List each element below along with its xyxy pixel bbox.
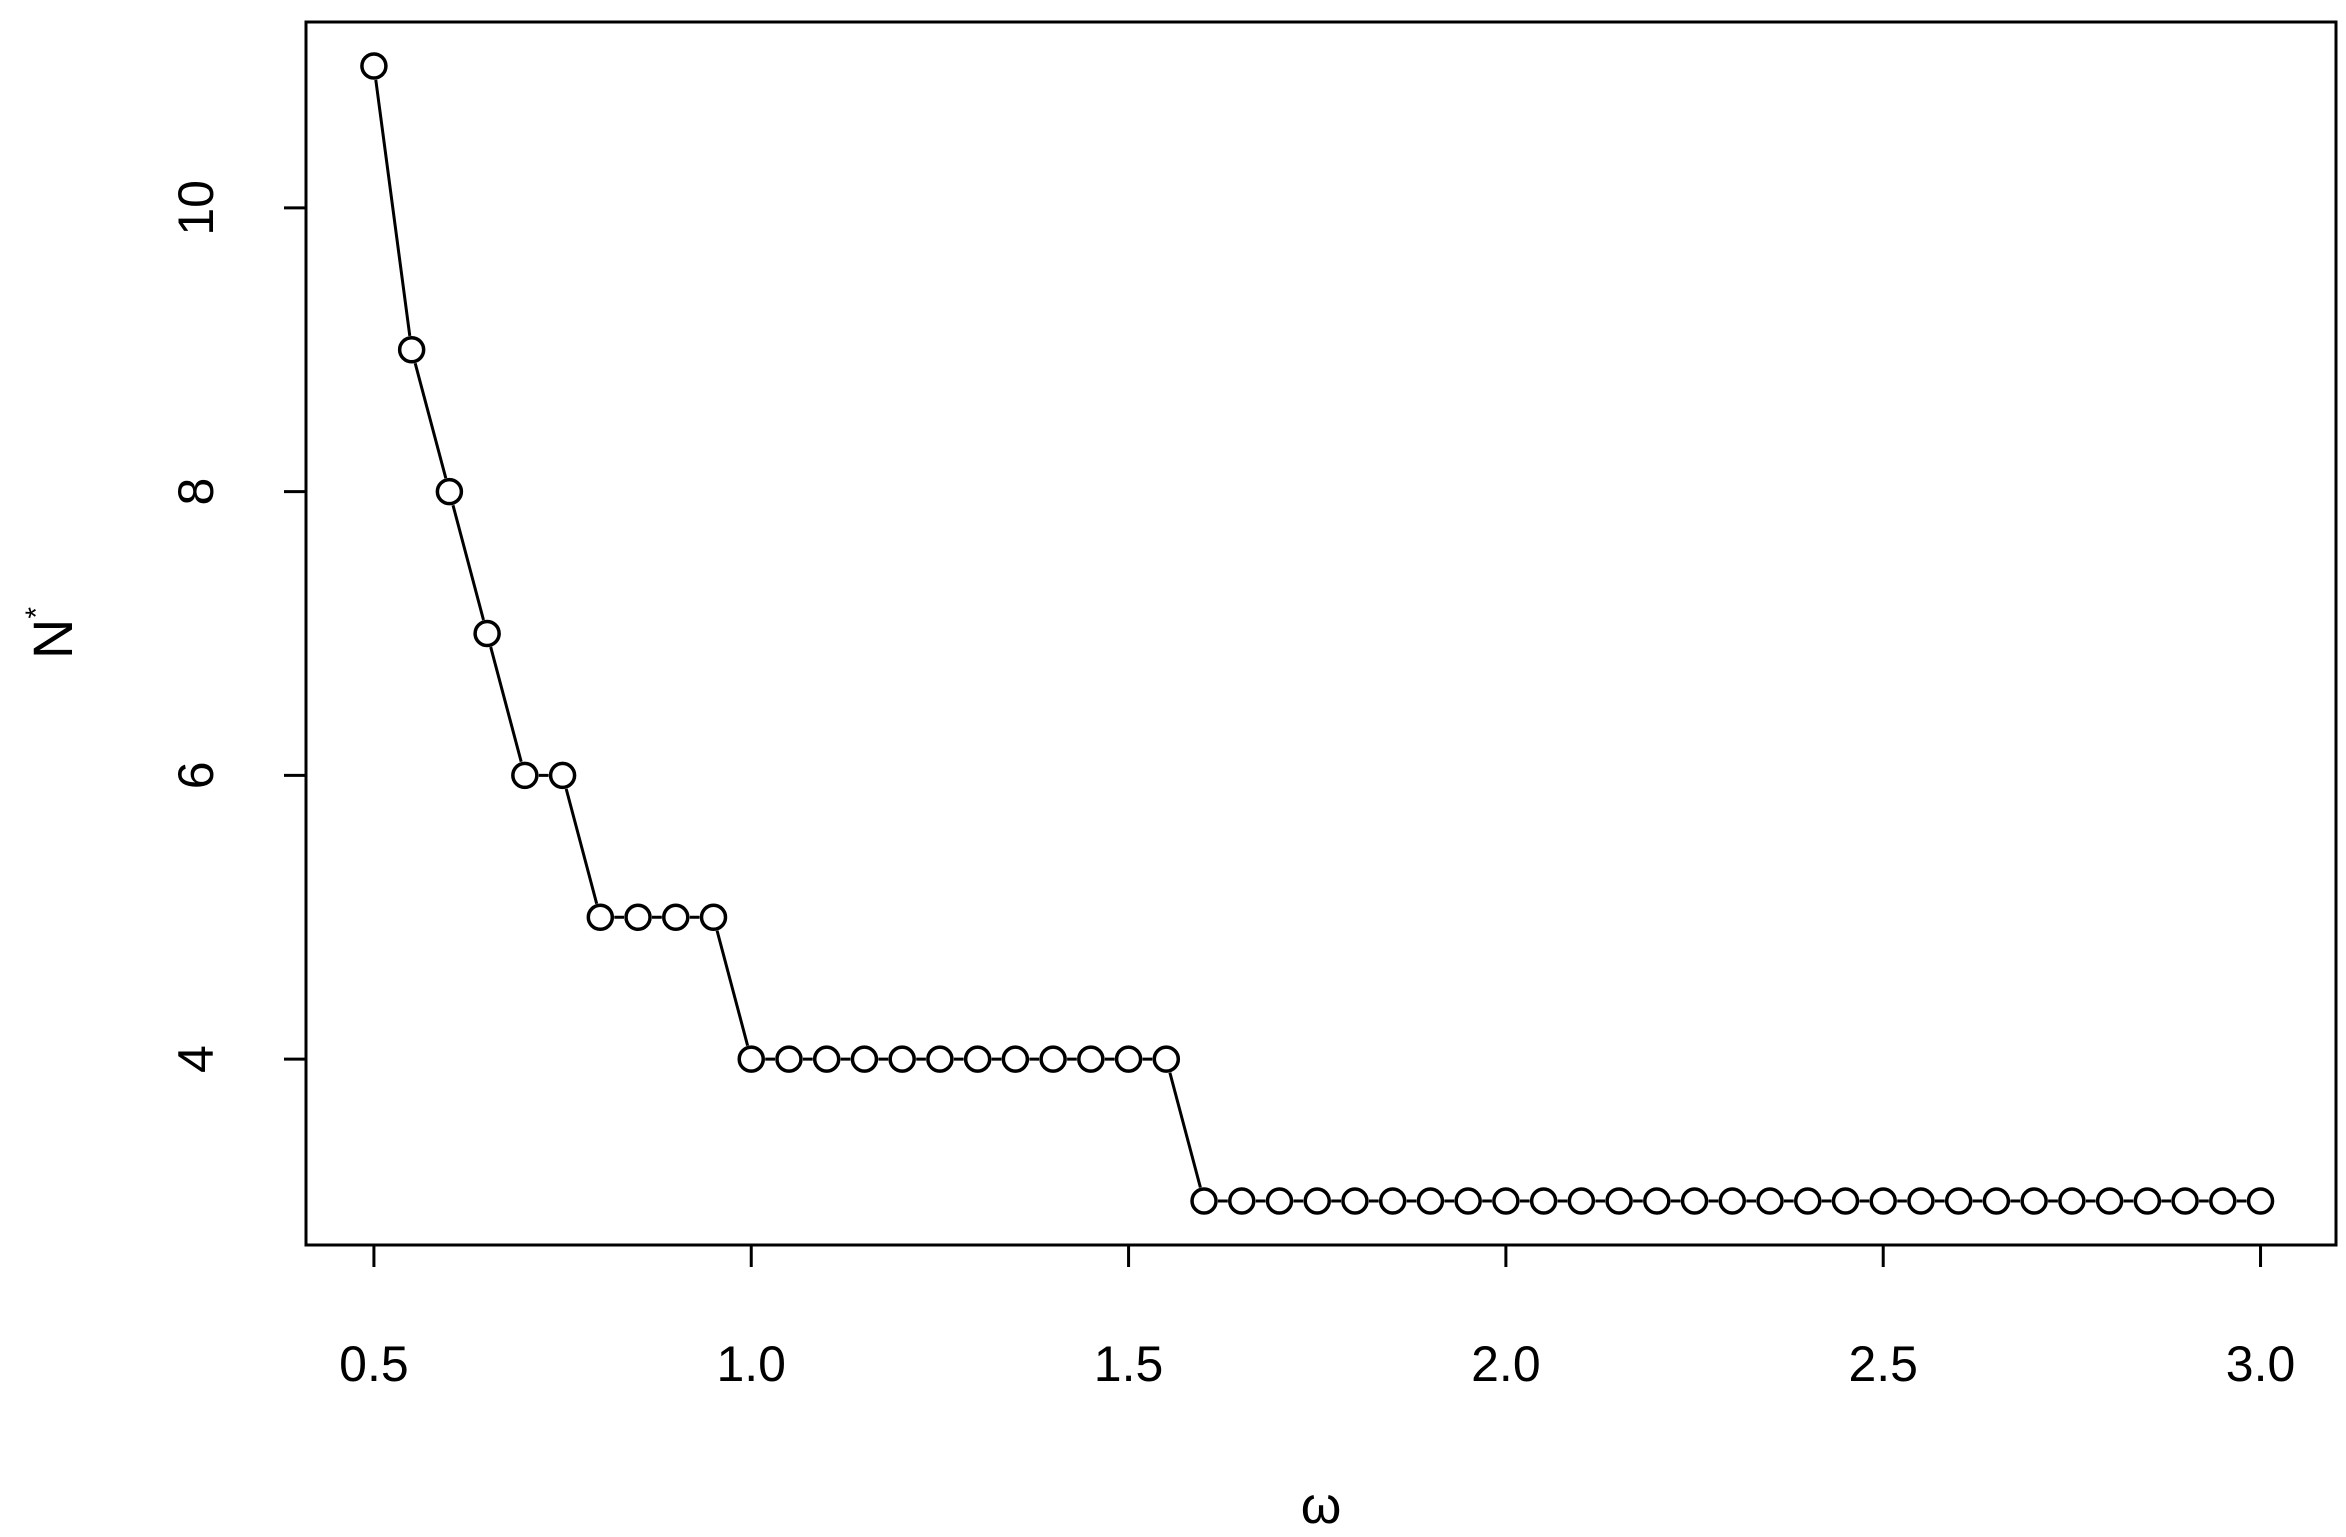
data-point (1944, 1187, 1973, 1215)
data-point (2209, 1187, 2237, 1215)
data-point (360, 52, 388, 80)
data-point (1341, 1187, 1369, 1215)
data-point (1831, 1187, 1860, 1215)
x-tick-label: 1.5 (1094, 1336, 1164, 1392)
data-point (435, 477, 464, 506)
data-point (1039, 1045, 1067, 1073)
x-tick-label: 0.5 (339, 1336, 409, 1392)
x-axis-title: ω (1301, 1477, 1342, 1535)
data-point (1869, 1187, 1897, 1215)
data-point (2133, 1187, 2162, 1215)
data-point (1529, 1187, 1558, 1215)
data-point (1907, 1187, 1935, 1215)
data-point (1756, 1187, 1784, 1215)
data-point (2095, 1187, 2124, 1215)
data-point (963, 1045, 992, 1073)
x-tick-label: 2.5 (1848, 1336, 1918, 1392)
y-tick-label: 6 (168, 761, 224, 789)
data-point (511, 761, 539, 790)
data-point (1982, 1187, 2011, 1215)
data-point (775, 1045, 803, 1073)
data-point (1190, 1187, 1218, 1215)
data-point (1378, 1187, 1407, 1215)
data-point (1152, 1045, 1181, 1073)
data-point (1793, 1187, 1822, 1215)
y-axis-title-superscript: * (20, 607, 53, 619)
data-point (1454, 1187, 1482, 1215)
data-point (624, 903, 652, 932)
data-point (888, 1045, 916, 1073)
data-points (360, 52, 2275, 1215)
y-axis-title-main: N (21, 619, 84, 659)
data-point (2171, 1187, 2199, 1215)
data-point (1228, 1187, 1256, 1215)
data-point (1265, 1187, 1294, 1215)
data-point (1001, 1045, 1030, 1073)
data-point (397, 335, 426, 364)
data-point (662, 903, 690, 932)
data-point (2246, 1187, 2275, 1215)
data-point (1718, 1187, 1747, 1215)
x-tick-label: 2.0 (1471, 1336, 1541, 1392)
data-point (1567, 1187, 1596, 1215)
data-point (812, 1045, 841, 1073)
y-tick-label: 10 (168, 180, 224, 236)
x-axis: 0.5 1.0 1.5 2.0 2.5 3.0 (339, 1243, 2296, 1392)
data-point (2020, 1187, 2048, 1215)
data-point (2058, 1187, 2086, 1215)
data-point (1680, 1187, 1709, 1215)
data-point (926, 1045, 954, 1073)
series-line (374, 79, 2247, 1203)
y-axis-title: N* (20, 607, 84, 659)
data-point (586, 903, 615, 932)
y-axis: 4 6 8 10 (168, 180, 308, 1073)
data-point (1605, 1187, 1633, 1215)
data-point (548, 761, 577, 790)
x-tick-label: 3.0 (2226, 1336, 2296, 1392)
data-point (737, 1045, 765, 1073)
data-point (1416, 1187, 1445, 1215)
y-tick-label: 4 (168, 1045, 224, 1073)
data-point (699, 903, 728, 932)
y-tick-label: 8 (168, 478, 224, 506)
data-point (1492, 1187, 1520, 1215)
y-axis-title-group: N* (20, 607, 84, 659)
data-point (1077, 1045, 1105, 1073)
data-point (850, 1045, 879, 1073)
data-point (1303, 1187, 1331, 1215)
data-point (473, 619, 501, 648)
data-point (1643, 1187, 1671, 1215)
x-tick-label: 1.0 (716, 1336, 786, 1392)
plot-frame (304, 20, 2338, 1247)
data-point (1114, 1045, 1143, 1073)
